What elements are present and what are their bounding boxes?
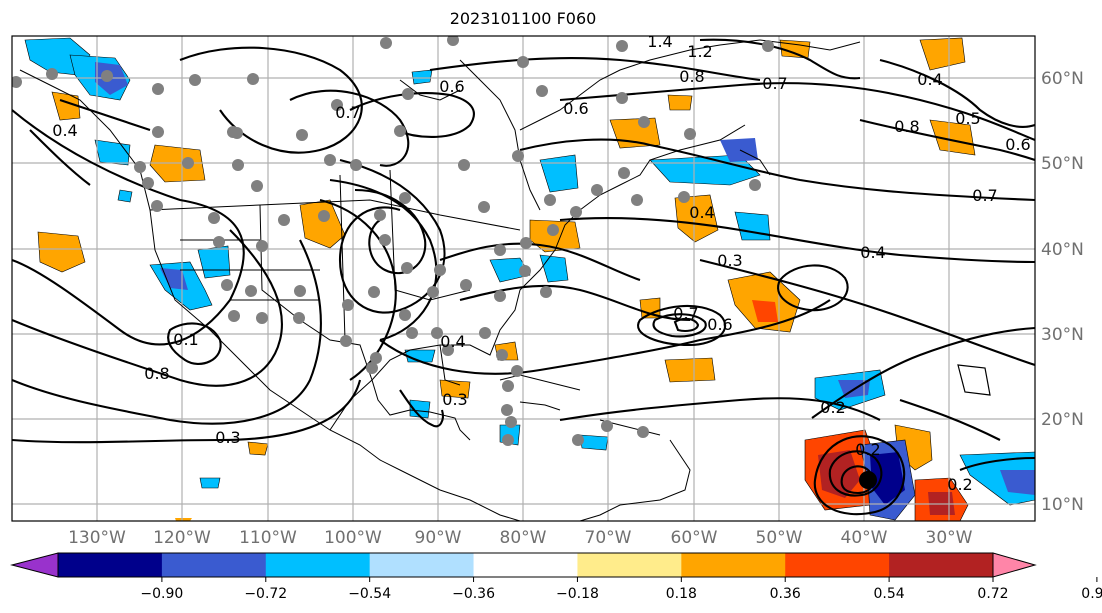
lon-label: 130°W — [68, 528, 126, 548]
colorbar-segment — [681, 553, 786, 577]
contour-label: 0.6 — [1005, 135, 1030, 154]
lon-label: 70°W — [585, 528, 632, 548]
lon-label: 60°W — [671, 528, 718, 548]
lon-label: 50°W — [756, 528, 803, 548]
colorbar-tick-label: 0.54 — [874, 586, 905, 602]
contour-label: 0.3 — [442, 390, 467, 409]
longitude-labels: 130°W 120°W 110°W 100°W 90°W 80°W 70°W 6… — [68, 528, 973, 548]
colorbar-extend-right — [992, 552, 1037, 578]
lat-label: 50°N — [1041, 154, 1084, 174]
colorbar: −0.90 −0.72 −0.54 −0.36 −0.18 0.18 0.36 0.54 0.7… — [10, 552, 1102, 602]
contour-label: 0.6 — [439, 77, 464, 96]
contour-label-layer: 1.4 1.2 0.7 0.8 0.6 0.6 0.7 0.5 0.4 0.6 … — [52, 32, 1030, 494]
lat-label: 60°N — [1041, 69, 1084, 89]
contour-label: 0.4 — [689, 203, 714, 222]
colorbar-segment — [161, 553, 267, 577]
contour-label: 0.6 — [707, 315, 732, 334]
anomaly-fill-layer — [24, 37, 1035, 521]
lon-label: 100°W — [324, 528, 382, 548]
colorbar-segment — [473, 553, 578, 577]
map-frame — [11, 35, 1036, 522]
lat-label: 40°N — [1041, 240, 1084, 260]
colorbar-tick-label: 0.90 — [1081, 586, 1102, 602]
colorbar-segment — [58, 553, 163, 577]
contour-label: 0.2 — [855, 440, 880, 459]
contour-label: 0.7 — [335, 103, 360, 122]
contour-label: 1.2 — [687, 42, 712, 61]
contour-label: 0.7 — [762, 74, 787, 93]
colorbar-tick-label: 0.18 — [666, 586, 697, 602]
lon-label: 110°W — [239, 528, 297, 548]
contour-label: 0.2 — [947, 475, 972, 494]
contour-label: 0.4 — [860, 243, 885, 262]
contour-label: 0.7 — [972, 186, 997, 205]
lon-label: 90°W — [415, 528, 462, 548]
contour-label: 0.4 — [440, 332, 465, 351]
lon-label: 120°W — [153, 528, 211, 548]
map-area: 1.4 1.2 0.7 0.8 0.6 0.6 0.7 0.5 0.4 0.6 … — [12, 32, 1035, 521]
colorbar-segment — [369, 553, 475, 577]
contour-label: 0.4 — [917, 70, 942, 89]
contour-label: 0.1 — [173, 330, 198, 349]
contour-label: 0.2 — [820, 398, 845, 417]
colorbar-tick-label: −0.54 — [348, 586, 391, 602]
contour-label: 0.8 — [679, 67, 704, 86]
contour-lines — [12, 38, 1035, 516]
map-title: 2023101100 F060 — [449, 9, 597, 28]
colorbar-tick-label: −0.72 — [244, 586, 287, 602]
colorbar-tick-label: −0.36 — [452, 586, 495, 602]
lon-label: 40°W — [841, 528, 888, 548]
coastlines — [19, 39, 861, 521]
storm-center-marker — [859, 471, 877, 489]
contour-label: 0.8 — [894, 117, 919, 136]
colorbar-tick-label: 0.36 — [770, 586, 801, 602]
lat-label: 20°N — [1041, 410, 1084, 430]
latitude-labels: 60°N 50°N 40°N 30°N 20°N 10°N — [1041, 69, 1084, 515]
lat-label: 10°N — [1041, 495, 1084, 515]
colorbar-tick-label: 0.72 — [977, 586, 1008, 602]
contour-label: 0.3 — [717, 251, 742, 270]
lat-label: 30°N — [1041, 325, 1084, 345]
colorbar-tick-label: −0.18 — [556, 586, 599, 602]
contour-label: 0.4 — [52, 121, 77, 140]
contour-label: 0.6 — [563, 99, 588, 118]
colorbar-segment — [265, 553, 371, 577]
contour-label: 0.7 — [673, 304, 698, 323]
contour-label: 1.4 — [647, 32, 672, 51]
contour-label: 0.5 — [955, 109, 980, 128]
colorbar-extend-left — [10, 552, 59, 578]
station-dots — [12, 36, 774, 446]
colorbar-segment — [785, 553, 890, 577]
colorbar-segment — [577, 553, 682, 577]
lon-label: 30°W — [926, 528, 973, 548]
contour-label: 0.8 — [144, 364, 169, 383]
lon-label: 80°W — [500, 528, 547, 548]
contour-label: 0.3 — [215, 428, 240, 447]
colorbar-segment — [889, 553, 994, 577]
colorbar-tick-label: −0.90 — [140, 586, 183, 602]
